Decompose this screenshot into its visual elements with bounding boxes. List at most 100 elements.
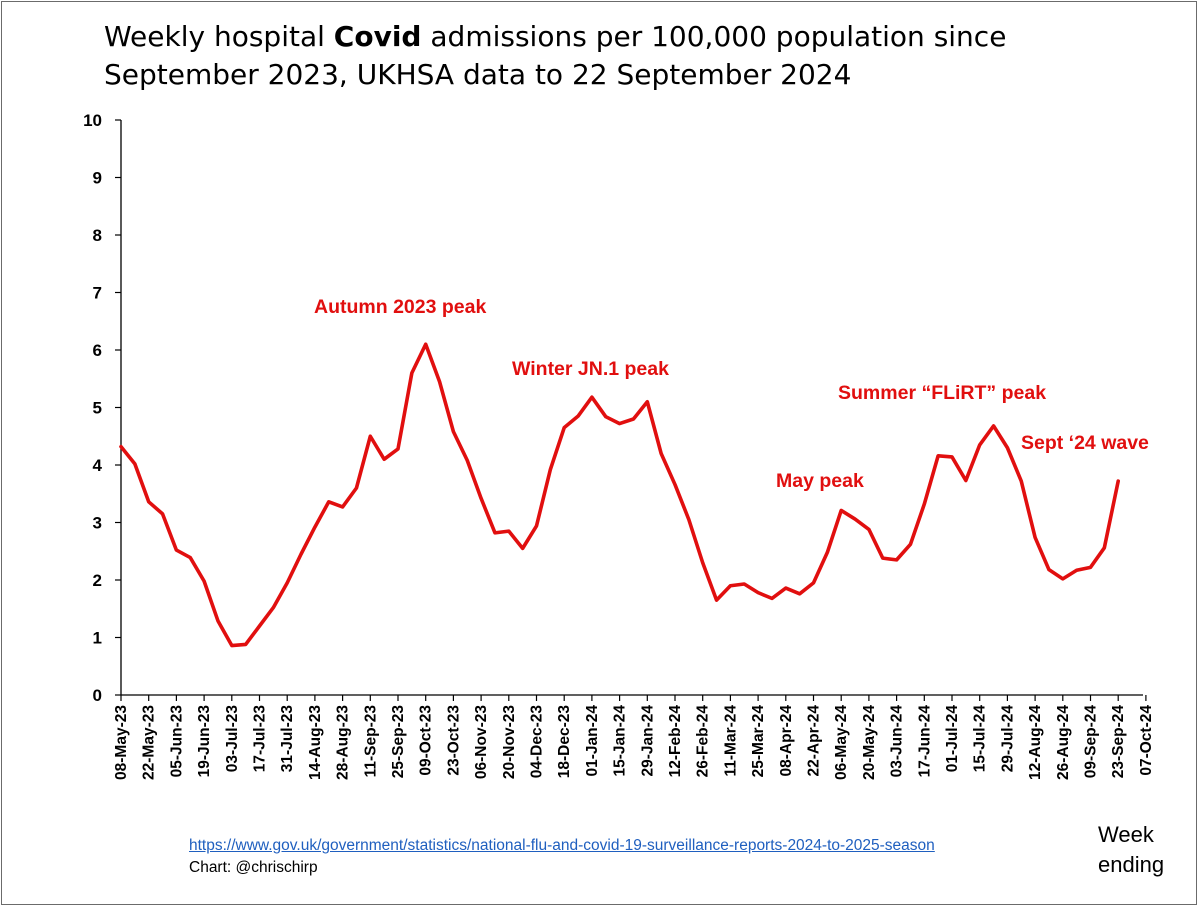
data-point [244, 643, 248, 647]
data-point [742, 582, 746, 586]
x-tick-label: 08-May-23 [113, 705, 130, 780]
data-point [1089, 566, 1093, 570]
data-point [161, 512, 165, 516]
x-tick-label: 15-Jan-24 [612, 705, 629, 777]
series-line [119, 342, 1120, 648]
data-point [881, 556, 885, 560]
data-point [770, 597, 774, 601]
data-point [1033, 536, 1037, 540]
data-point [715, 598, 719, 602]
data-point [576, 414, 580, 418]
y-tick-label: 3 [93, 514, 102, 533]
data-point [839, 509, 843, 513]
x-tick-label: 17-Jul-23 [252, 705, 269, 773]
title-part-2: admissions per 100,000 population since … [104, 20, 1007, 91]
x-tick-label: 12-Feb-24 [667, 705, 684, 778]
data-point [826, 551, 830, 555]
data-point [1006, 446, 1010, 450]
x-tick-label: 28-Aug-23 [335, 705, 352, 780]
x-tick-label: 22-Apr-24 [806, 705, 823, 777]
annotation-label: May peak [776, 470, 864, 492]
data-point [133, 462, 137, 466]
y-tick-label: 9 [93, 169, 102, 188]
data-point [1019, 479, 1023, 483]
data-point [272, 606, 276, 610]
data-point [202, 579, 206, 583]
x-tick-label: 03-Jun-24 [889, 705, 906, 778]
x-tick-label: 29-Jul-24 [999, 705, 1016, 773]
x-tick-label: 08-Apr-24 [778, 705, 795, 777]
data-point [812, 581, 816, 585]
y-tick-label: 5 [93, 399, 102, 418]
data-point [729, 584, 733, 588]
x-tick-label: 14-Aug-23 [307, 705, 324, 780]
x-tick-label: 31-Jul-23 [279, 705, 296, 773]
x-tick-label: 23-Oct-23 [445, 705, 462, 776]
data-point [604, 415, 608, 419]
data-point [507, 529, 511, 533]
data-point [258, 624, 262, 628]
x-tick-label: 29-Jan-24 [639, 705, 656, 777]
data-point [369, 434, 373, 438]
data-point [867, 528, 871, 532]
x-tick-label: 11-Mar-24 [722, 705, 739, 777]
data-point [549, 468, 553, 472]
x-tick-label: 07-Oct-24 [1138, 705, 1155, 776]
data-point [175, 548, 179, 552]
x-tick-label: 09-Sep-24 [1083, 705, 1100, 779]
data-point [673, 483, 677, 487]
y-tick-label: 0 [93, 686, 102, 705]
data-point [355, 486, 359, 490]
x-tick-label: 17-Jun-24 [916, 705, 933, 778]
data-point [216, 619, 220, 623]
data-point [382, 457, 386, 461]
x-tick-label: 25-Mar-24 [750, 705, 767, 778]
x-tick-label: 03-Jul-23 [224, 705, 241, 773]
data-point [756, 591, 760, 595]
data-point [230, 644, 234, 648]
data-point [1103, 546, 1107, 550]
data-point [950, 455, 954, 459]
data-point [285, 581, 289, 585]
data-point [562, 426, 566, 430]
data-point [646, 400, 650, 404]
title-bold-word: Covid [333, 20, 422, 53]
y-tick-label: 4 [93, 456, 103, 475]
x-tick-label: 23-Sep-24 [1110, 705, 1127, 779]
data-point [618, 422, 622, 426]
y-tick-label: 2 [93, 571, 102, 590]
x-tick-label: 06-May-24 [833, 705, 850, 780]
x-tick-label: 22-May-23 [141, 705, 158, 780]
annotation-label: Autumn 2023 peak [314, 296, 486, 318]
y-tick-label: 7 [93, 284, 102, 303]
x-tick-label: 25-Sep-23 [390, 705, 407, 779]
x-tick-label: 11-Sep-23 [362, 705, 379, 778]
data-point [936, 454, 940, 458]
x-tick-label: 26-Aug-24 [1055, 705, 1072, 780]
x-tick-label: 20-Nov-23 [501, 705, 518, 779]
title-part-1: Weekly hospital [104, 20, 334, 53]
data-point [396, 447, 400, 451]
data-point [701, 561, 705, 565]
x-tick-label: 04-Dec-23 [529, 705, 546, 779]
data-point [798, 592, 802, 596]
x-tick-label: 09-Oct-23 [418, 705, 435, 776]
source-link[interactable]: https://www.gov.uk/government/statistics… [189, 837, 935, 854]
data-point [1047, 568, 1051, 572]
data-point [784, 586, 788, 590]
data-point [659, 452, 663, 456]
y-tick-label: 10 [83, 111, 102, 130]
chart-title: Weekly hospital Covid admissions per 100… [104, 18, 1164, 94]
y-tick-label: 8 [93, 226, 102, 245]
data-point [1116, 479, 1120, 483]
x-axis-label: Week ending [1098, 822, 1165, 877]
data-point [479, 497, 483, 501]
x-tick-label: 01-Jul-24 [944, 705, 961, 773]
x-tick-label: 06-Nov-23 [473, 705, 490, 779]
data-point [1075, 568, 1079, 572]
annotation-label: Winter JN.1 peak [512, 358, 669, 380]
data-point [465, 459, 469, 463]
x-tick-label: 05-Jun-23 [168, 705, 185, 778]
